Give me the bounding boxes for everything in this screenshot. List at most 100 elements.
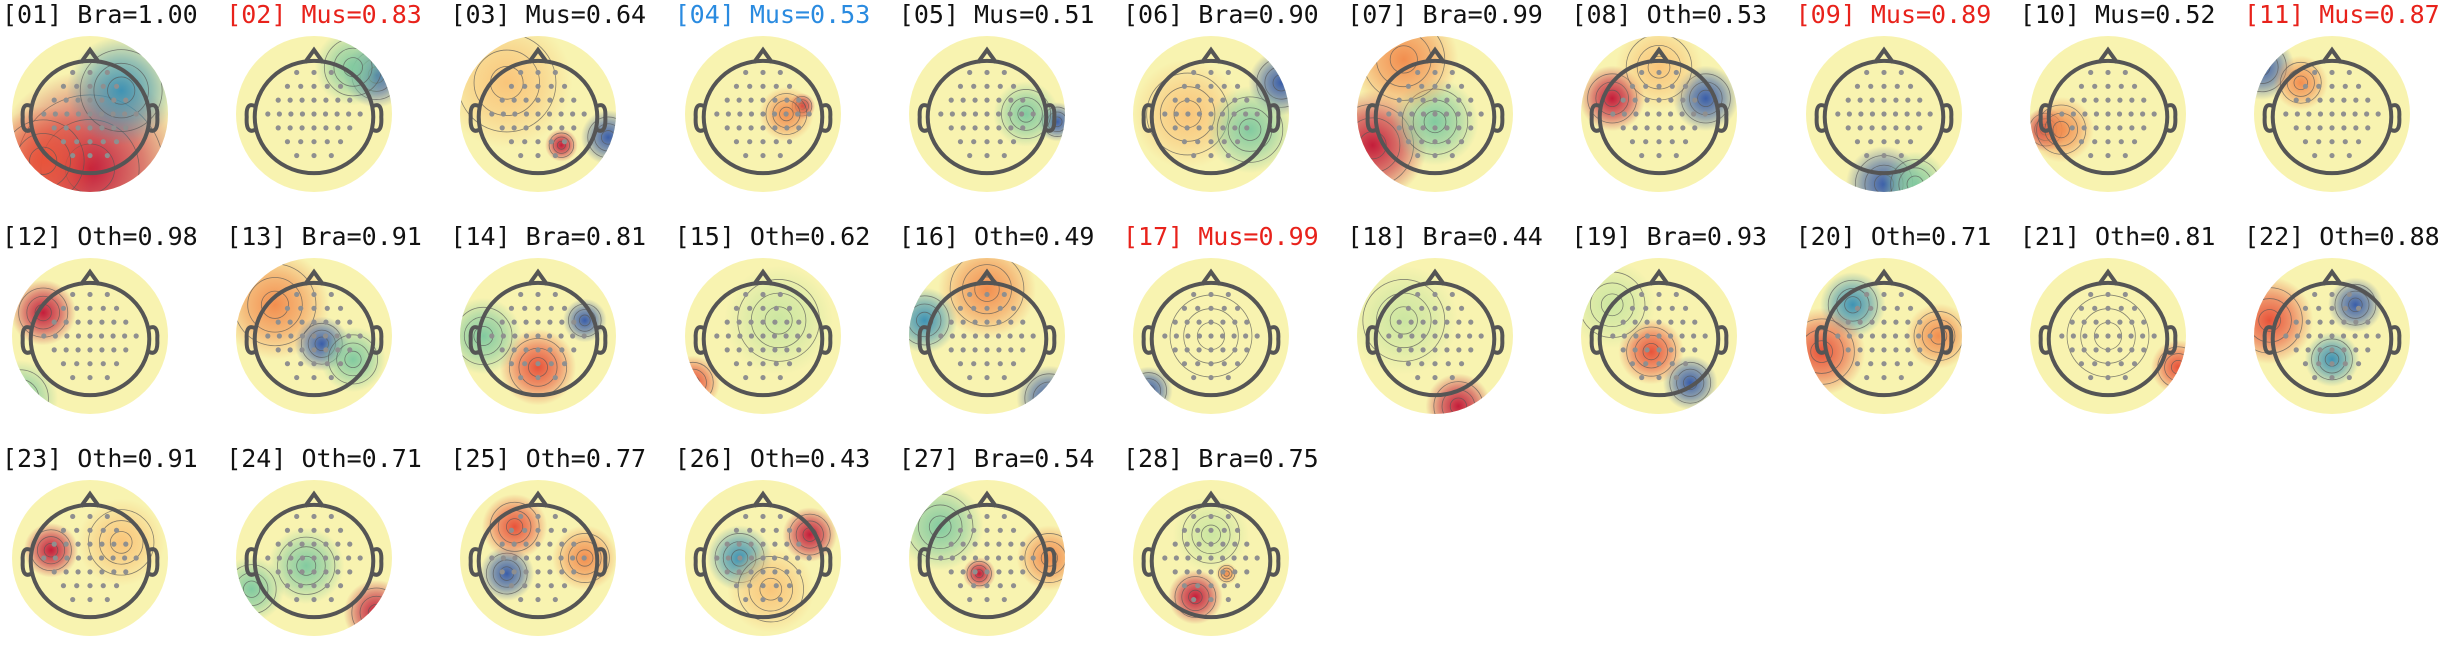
right-ear-outline: [1493, 103, 1505, 133]
right-ear-outline: [596, 547, 608, 577]
sensor-dot: [1234, 83, 1241, 89]
sensor-dot: [1008, 125, 1014, 131]
sensor-dot: [1406, 139, 1412, 145]
sensor-dot: [1610, 333, 1616, 339]
sensor-dot: [1468, 319, 1474, 325]
sensor-dot: [285, 527, 291, 533]
sensor-dot: [1444, 333, 1450, 339]
nose-outline: [527, 490, 550, 508]
sensor-dot: [1621, 97, 1627, 103]
sensor-dot: [265, 111, 271, 117]
nose-outline: [1200, 268, 1222, 286]
sensor-dot: [1244, 319, 1250, 325]
sensor-dot: [777, 513, 783, 520]
sensor-dot: [2131, 83, 2137, 89]
sensor-dot: [1630, 83, 1636, 89]
sensor-dot: [123, 569, 129, 575]
sensor-dot: [1208, 291, 1214, 298]
sensor-dot: [523, 125, 530, 131]
sensor-dot: [2081, 319, 2087, 325]
sensor-dot: [771, 555, 777, 561]
sensor-dot: [1415, 152, 1421, 159]
sensor-dot: [294, 596, 300, 603]
sensor-dot: [1225, 513, 1231, 520]
sensor-dot: [2352, 111, 2358, 117]
left-ear-outline: [1365, 325, 1377, 355]
sensor-dot: [1254, 555, 1260, 561]
sensor-dot: [559, 569, 565, 575]
left-ear-outline: [693, 103, 705, 133]
head-outline: [1373, 58, 1497, 176]
sensor-dot: [323, 555, 329, 561]
sensor-dot: [87, 291, 93, 298]
sensor-dot: [1030, 555, 1036, 561]
sensor-dot: [285, 305, 291, 311]
sensor-dot: [1181, 361, 1188, 367]
sensor-dot: [110, 555, 116, 561]
sensor-dot: [562, 305, 568, 311]
sensor-dot: [2105, 97, 2111, 103]
sensor-dot: [1225, 596, 1231, 603]
sensor-dot: [1456, 125, 1462, 131]
sensor-dot: [500, 319, 506, 325]
head-outline: [1149, 58, 1273, 176]
sensor-dot: [52, 555, 58, 561]
sensor-dot: [748, 555, 754, 561]
sensor-dot: [2312, 291, 2318, 298]
sensor-dot: [1927, 333, 1933, 339]
sensor-dot: [2122, 69, 2128, 76]
sensor-dot: [75, 569, 81, 575]
sensor-dot: [1001, 374, 1007, 381]
sensor-dot: [1845, 97, 1851, 103]
sensor-dot: [1449, 69, 1456, 76]
sensor-dot: [984, 596, 990, 603]
sensor-dot: [346, 555, 352, 561]
sensor-dot: [806, 555, 812, 561]
component-cell: [28] Bra=0.75: [1123, 444, 1347, 666]
sensor-dot: [549, 139, 555, 145]
sensor-dot: [984, 513, 990, 520]
sensor-dot: [535, 83, 541, 89]
sensor-dot: [759, 69, 766, 76]
sensor-dot: [2081, 347, 2087, 353]
right-ear-outline: [1045, 325, 1057, 355]
sensor-dot: [1645, 111, 1651, 117]
sensor-dot: [1691, 333, 1697, 339]
sensor-dot: [1892, 111, 1898, 117]
sensor-dot: [759, 139, 766, 145]
sensor-dot: [1444, 97, 1450, 103]
sensor-dot: [294, 69, 300, 76]
topomap: [684, 36, 841, 192]
sensor-dot: [1220, 319, 1226, 325]
sensor-dot: [1674, 374, 1680, 381]
sensor-dot: [1191, 513, 1197, 520]
sensor-dot: [535, 541, 541, 547]
sensor-dot: [63, 97, 69, 103]
sensor-dot: [2105, 125, 2111, 131]
sensor-dot: [2122, 152, 2128, 159]
sensor-dot: [806, 333, 812, 339]
sensor-dot: [1880, 361, 1887, 367]
sensor-dot: [1656, 139, 1662, 145]
sensor-dot: [984, 333, 990, 339]
sensor-dot: [970, 139, 977, 145]
sensor-dot: [1018, 555, 1025, 561]
sensor-dot: [535, 152, 541, 159]
sensor-dot: [1397, 111, 1404, 117]
sensor-dot: [794, 555, 800, 561]
sensor-dot: [489, 111, 495, 117]
sensor-dot: [275, 569, 282, 575]
sensor-dot: [2105, 319, 2111, 325]
sensor-dot: [100, 305, 106, 311]
sensor-dot: [1444, 111, 1450, 117]
sensor-dot: [1220, 541, 1226, 547]
sensor-dot: [746, 139, 752, 145]
sensor-dot: [1702, 333, 1709, 339]
sensor-dot: [1845, 347, 1851, 353]
sensor-dot: [997, 361, 1003, 367]
sensor-dot: [742, 291, 748, 298]
sensor-dot: [547, 333, 553, 339]
sensor-dot: [773, 139, 779, 145]
nose-outline: [1648, 268, 1671, 286]
sensor-dot: [1408, 125, 1414, 131]
